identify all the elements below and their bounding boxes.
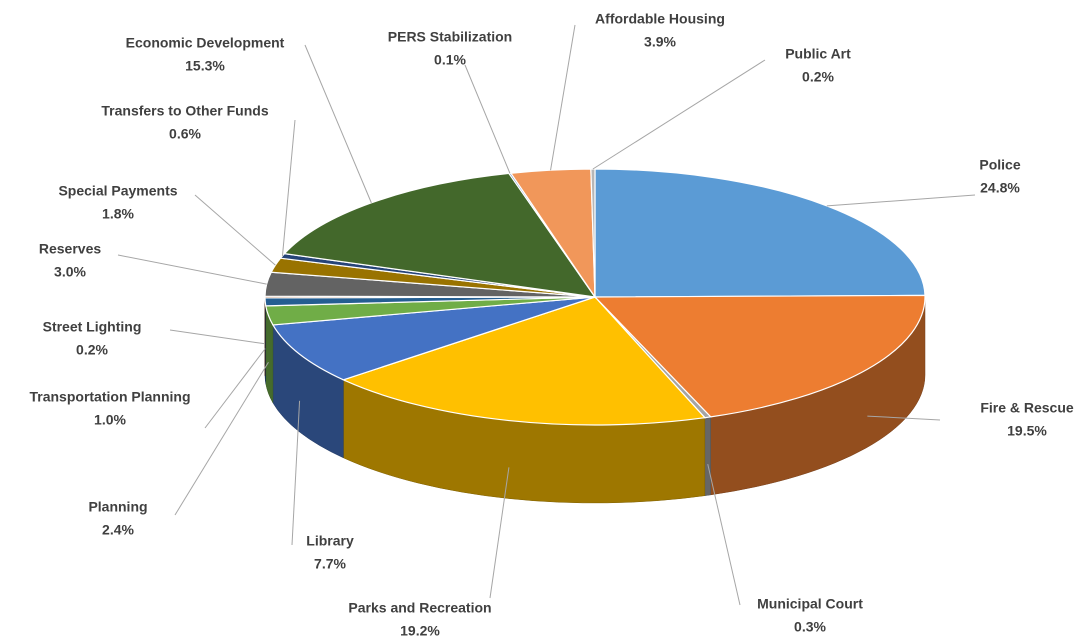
slice-label: Planning — [88, 499, 147, 515]
slice-value-label: 24.8% — [980, 180, 1020, 196]
slice-value-label: 3.9% — [644, 34, 676, 50]
slice-value-label: 0.2% — [76, 342, 108, 358]
slice-value-label: 0.3% — [794, 619, 826, 635]
slice-value-label: 7.7% — [314, 556, 346, 572]
slice-label: Transfers to Other Funds — [101, 103, 268, 119]
leader-line — [194, 194, 276, 266]
slice — [594, 168, 926, 298]
leader-line — [174, 361, 269, 516]
slice-label: Parks and Recreation — [348, 600, 491, 616]
slice-label: Street Lighting — [43, 319, 142, 335]
slice-value-label: 19.2% — [400, 623, 440, 639]
slice-value-label: 0.1% — [434, 52, 466, 68]
slice-label: PERS Stabilization — [388, 29, 512, 45]
slice-side — [704, 416, 711, 496]
slice-value-label: 0.2% — [802, 69, 834, 85]
slice-value-label: 3.0% — [54, 264, 86, 280]
slice-label: Economic Development — [126, 35, 285, 51]
leader-line — [867, 415, 941, 421]
leader-line — [304, 44, 372, 204]
leader-line — [117, 254, 267, 285]
pie-tops — [264, 168, 926, 426]
slice — [590, 168, 596, 298]
slice-label: Municipal Court — [757, 596, 863, 612]
pie-sides — [264, 296, 926, 504]
leader-line — [707, 463, 741, 606]
slice-label: Fire & Rescue — [980, 400, 1074, 416]
slice-value-label: 19.5% — [1007, 423, 1047, 439]
slice-value-label: 1.0% — [94, 412, 126, 428]
leader-line — [489, 467, 510, 599]
leader-line — [550, 24, 576, 171]
slice-label: Police — [979, 157, 1020, 173]
leader-line — [826, 194, 976, 207]
leader-line — [592, 59, 766, 170]
slice-value-label: 15.3% — [185, 58, 225, 74]
slice-value-label: 2.4% — [102, 522, 134, 538]
slice-label: Library — [306, 533, 354, 549]
leader-line — [169, 329, 266, 345]
slice — [593, 294, 926, 418]
slice-label: Transportation Planning — [29, 389, 190, 405]
slice-label: Reserves — [39, 241, 101, 257]
slice-label: Affordable Housing — [595, 11, 725, 27]
leader-line — [281, 119, 296, 256]
slice-value-label: 1.8% — [102, 206, 134, 222]
slice — [283, 172, 597, 298]
leader-line — [204, 348, 266, 429]
slice — [341, 296, 707, 426]
slice — [271, 296, 596, 381]
slice-label: Special Payments — [58, 183, 177, 199]
slice-value-label: 0.6% — [169, 126, 201, 142]
slice-label: Public Art — [785, 46, 851, 62]
leader-line — [291, 400, 301, 546]
leader-line — [464, 64, 511, 174]
